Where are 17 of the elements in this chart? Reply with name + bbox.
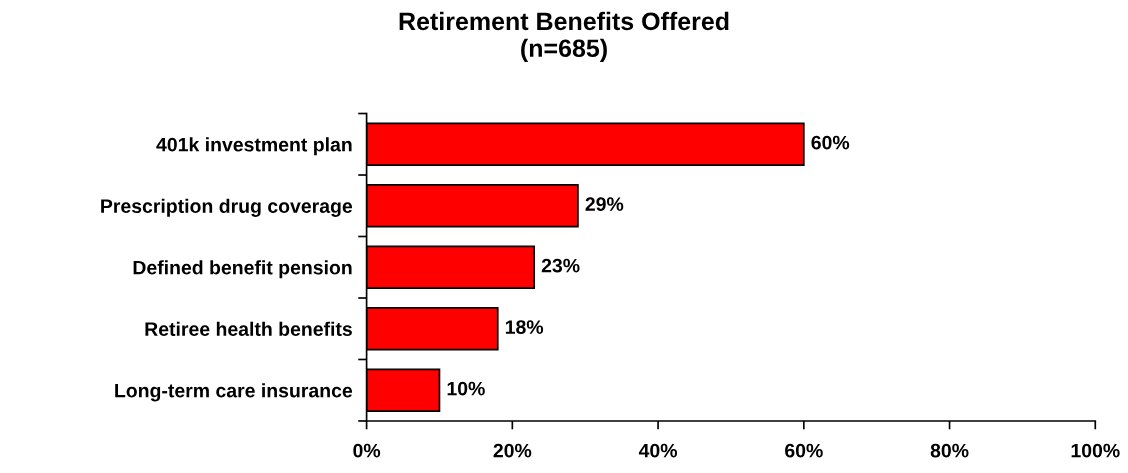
data-label: 18% [505,320,544,334]
y-tick-label: Long-term care insurance [115,383,353,402]
x-tick-label: 100% [1071,443,1120,458]
x-tick-label: 60% [785,443,823,458]
y-tick-label: Retiree health benefits [145,321,352,336]
chart-title: Retirement Benefits Offered (n=685) [399,11,729,63]
data-label: 60% [811,135,850,150]
x-tick-label: 40% [638,443,678,458]
x-tick-label: 80% [930,443,969,458]
data-label: 10% [447,381,485,396]
data-label: 29% [585,197,624,211]
data-label: 23% [541,258,580,273]
x-tick-label: 0% [353,443,381,458]
x-tick-label: 20% [493,443,532,458]
y-tick-label: Prescription drug coverage [101,198,353,217]
y-tick-label: Defined benefit pension [133,260,352,279]
y-tick-label: 401k investment plan [156,137,352,156]
